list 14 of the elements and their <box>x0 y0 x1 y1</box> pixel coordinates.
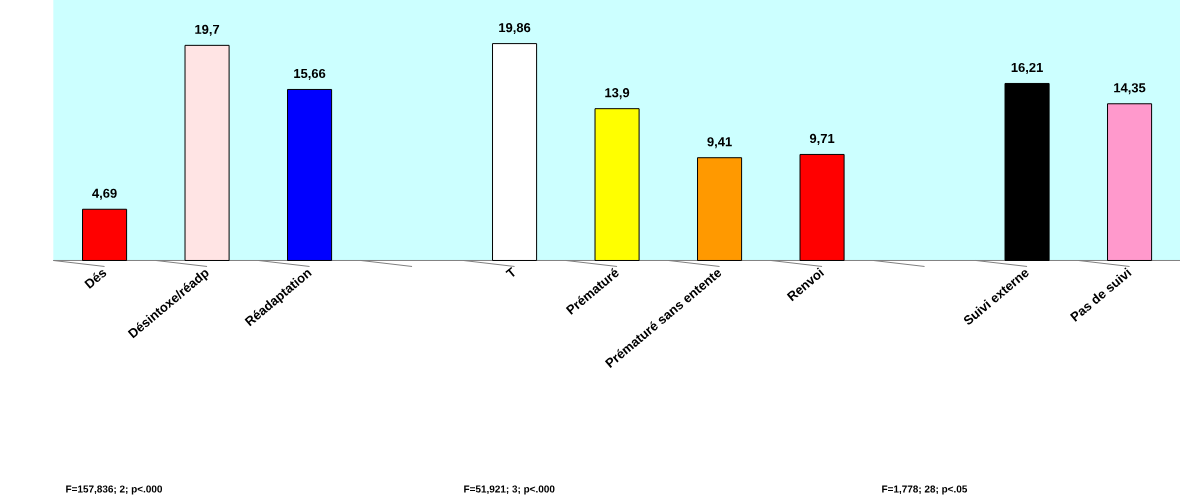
data-label: 13,9 <box>605 88 630 100</box>
x-tick-label: Dés <box>84 270 107 289</box>
data-label: 19,86 <box>499 23 531 35</box>
text: F=157,836; 2; p<.000 <box>66 485 163 495</box>
x-tick-label: T <box>505 266 515 277</box>
data-label: 14,35 <box>1114 83 1146 95</box>
data-label: 16,21 <box>1011 62 1043 74</box>
data-label: 4,69 <box>92 188 117 200</box>
data-label: 9,41 <box>707 137 732 149</box>
data-label: 19,7 <box>195 24 220 36</box>
data-label: 15,66 <box>294 68 326 80</box>
data-label: 9,71 <box>809 133 835 145</box>
text: F=1,778; 28; p<.05 <box>882 485 968 495</box>
text: F=51,921; 3; p<.000 <box>464 485 555 495</box>
